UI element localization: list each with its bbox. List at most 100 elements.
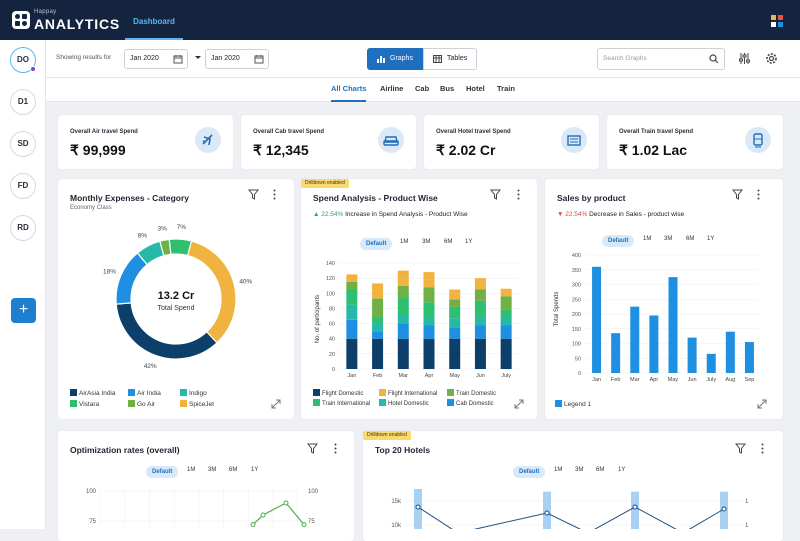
expand-icon[interactable] (757, 399, 767, 409)
bar-segment (372, 298, 384, 318)
range-6m-button[interactable]: 6M (596, 467, 605, 473)
legend-item: AirAsia India (70, 388, 128, 399)
range-default-button[interactable]: Default (513, 466, 546, 478)
y-tick-label: 400 (572, 253, 581, 259)
bar (630, 306, 640, 373)
apps-grid-icon[interactable] (771, 15, 783, 27)
bar (744, 342, 754, 373)
bar-segment (500, 338, 512, 369)
sidebar: DO D1 SD FD RD + (0, 40, 46, 529)
tab-all-charts[interactable]: All Charts (331, 78, 367, 102)
bar-segment (500, 296, 512, 310)
range-3m-button[interactable]: 3M (422, 239, 431, 245)
date-to-value: Jan 2020 (211, 55, 240, 62)
bar-segment (397, 316, 409, 324)
range-default-button[interactable]: Default (602, 235, 635, 247)
date-from-picker[interactable]: Jan 2020 (124, 49, 188, 69)
kpi-card-hotel[interactable]: Overall Hotel travel Spend ₹ 2.02 Cr (424, 115, 599, 169)
bar (631, 491, 639, 529)
bar-segment (397, 270, 409, 279)
filter-icon[interactable] (732, 189, 743, 200)
sidebar-item-rd[interactable]: RD (10, 215, 36, 241)
bar-segment (346, 281, 358, 290)
range-3m-button[interactable]: 3M (208, 467, 217, 473)
drilldown-badge: Drilldown enabled (301, 179, 349, 188)
y-tick-label: 80 (329, 306, 335, 312)
bar-segment (474, 317, 486, 326)
kpi-card-cab[interactable]: Overall Cab travel Spend ₹ 12,345 (241, 115, 416, 169)
donut-slice-label: 40% (239, 278, 252, 285)
range-default-button[interactable]: Default (360, 238, 393, 250)
y-tick-label: 140 (326, 261, 335, 267)
expand-icon[interactable] (514, 399, 524, 409)
range-6m-button[interactable]: 6M (686, 236, 695, 242)
sidebar-item-sd[interactable]: SD (10, 131, 36, 157)
add-dashboard-button[interactable]: + (11, 298, 36, 323)
hotel-icon (561, 127, 587, 153)
brand-small: Happay (34, 9, 57, 15)
kpi-value: ₹ 1.02 Lac (619, 142, 688, 158)
range-default-button[interactable]: Default (146, 466, 179, 478)
bar-segment (449, 289, 461, 294)
range-6m-button[interactable]: 6M (229, 467, 238, 473)
legend-item: Hotel Domestic (379, 399, 447, 409)
range-3m-button[interactable]: 3M (664, 236, 673, 242)
tab-bus[interactable]: Bus (440, 84, 455, 93)
range-1y-button[interactable]: 1Y (707, 236, 715, 242)
tab-airline[interactable]: Airline (380, 84, 404, 93)
range-1m-button[interactable]: 1M (643, 236, 652, 242)
range-1y-button[interactable]: 1Y (618, 467, 626, 473)
tab-train[interactable]: Train (497, 84, 515, 93)
card-title: Spend Analysis - Product Wise (313, 193, 438, 203)
donut-slice (186, 240, 237, 344)
trend-text: ▼ 22.54% Decrease in Sales - product wis… (557, 211, 684, 218)
data-point (250, 522, 256, 528)
date-to-picker[interactable]: Jan 2020 (205, 49, 269, 69)
expand-icon[interactable] (271, 399, 281, 409)
range-1m-button[interactable]: 1M (554, 467, 563, 473)
filter-icon[interactable] (735, 443, 746, 454)
series-line (252, 502, 305, 526)
tab-cab[interactable]: Cab (415, 84, 430, 93)
nav-tab-dashboard[interactable]: Dashboard (125, 0, 183, 40)
brand-title: ANALYTICS (34, 16, 121, 32)
more-menu-icon[interactable] (761, 443, 764, 454)
range-1m-button[interactable]: 1M (400, 239, 409, 245)
trend-value: ▲ 22.54% (313, 211, 344, 218)
range-1m-button[interactable]: 1M (187, 467, 196, 473)
range-1y-button[interactable]: 1Y (251, 467, 259, 473)
sidebar-item-do[interactable]: DO (10, 47, 36, 73)
sliders-icon[interactable] (738, 52, 751, 65)
tab-hotel[interactable]: Hotel (466, 84, 485, 93)
sales-by-product-card: Sales by product ▼ 22.54% Decrease in Sa… (545, 179, 783, 419)
y-tick-label: 200 (572, 312, 581, 318)
bar-segment (474, 278, 486, 282)
more-menu-icon[interactable] (273, 189, 276, 200)
sidebar-item-d1[interactable]: D1 (10, 89, 36, 115)
sidebar-item-fd[interactable]: FD (10, 173, 36, 199)
range-3m-button[interactable]: 3M (575, 467, 584, 473)
y-tick-label: 15k (391, 499, 402, 505)
bar-segment (423, 317, 435, 326)
bar-segment (372, 338, 384, 369)
filter-icon[interactable] (248, 189, 259, 200)
more-menu-icon[interactable] (334, 443, 337, 454)
range-6m-button[interactable]: 6M (444, 239, 453, 245)
gear-icon[interactable] (765, 52, 778, 65)
filter-icon[interactable] (490, 189, 501, 200)
range-1y-button[interactable]: 1Y (465, 239, 473, 245)
graphs-toggle-button[interactable]: Graphs (367, 48, 423, 70)
donut-slice-label: 7% (177, 224, 187, 231)
tables-toggle-button[interactable]: Tables (423, 48, 477, 70)
kpi-card-air[interactable]: Overall Air travel Spend ₹ 99,999 (58, 115, 233, 169)
more-menu-icon[interactable] (757, 189, 760, 200)
search-placeholder: Search Graphs (603, 55, 647, 62)
bar-segment (397, 278, 409, 286)
filter-icon[interactable] (307, 443, 318, 454)
search-graphs-input[interactable]: Search Graphs (597, 48, 725, 70)
kpi-value: ₹ 99,999 (70, 142, 126, 158)
bar-segment (474, 289, 486, 301)
kpi-card-train[interactable]: Overall Train travel Spend ₹ 1.02 Lac (607, 115, 783, 169)
more-menu-icon[interactable] (517, 189, 520, 200)
donut-slice-label: 3% (158, 225, 168, 232)
